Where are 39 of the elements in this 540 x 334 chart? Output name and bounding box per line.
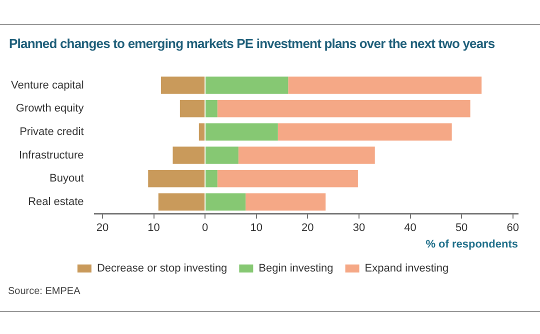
y-tick-label: Infrastructure: [18, 149, 84, 162]
chart-title: Planned changes to emerging markets PE investment plans over the next two years: [9, 36, 495, 51]
bar: [288, 76, 482, 94]
bar: [278, 123, 452, 141]
x-tick-label: 60: [506, 222, 519, 234]
bar: [206, 170, 218, 188]
bar: [206, 123, 278, 141]
y-tick-label: Private credit: [20, 126, 84, 138]
legend-label: Decrease or stop investing: [96, 262, 228, 275]
bar: [206, 146, 238, 164]
bar: [198, 123, 205, 141]
x-tick-label: 10: [148, 222, 160, 234]
bar: [158, 193, 205, 211]
y-tick-label: Venture capital: [10, 79, 84, 92]
x-axis-title: % of respondents: [426, 238, 518, 250]
source-note: Source: EMPEA: [8, 286, 80, 297]
x-tick-label: 0: [202, 222, 208, 234]
y-tick-label: Buyout: [50, 172, 84, 185]
x-tick-label: 10: [250, 222, 262, 234]
bar: [206, 76, 288, 94]
bar: [246, 193, 326, 211]
x-tick-label: 50: [455, 222, 468, 234]
y-tick-label: Growth equity: [16, 102, 84, 115]
x-tick-label: 20: [302, 222, 314, 234]
legend-label: Begin investing: [258, 262, 334, 275]
bar: [172, 146, 205, 164]
bar: [160, 76, 205, 94]
y-tick-label: Real estate: [28, 196, 84, 208]
x-tick-label: 40: [404, 222, 416, 234]
bar: [148, 170, 205, 188]
bar: [206, 193, 246, 211]
bar: [206, 100, 218, 118]
bar: [180, 100, 205, 118]
x-tick-label: 20: [96, 222, 109, 234]
legend-label: Expand investing: [364, 262, 449, 275]
bar: [217, 170, 358, 188]
x-tick-label: 30: [352, 222, 366, 234]
bar: [217, 100, 470, 118]
bar: [238, 146, 375, 164]
